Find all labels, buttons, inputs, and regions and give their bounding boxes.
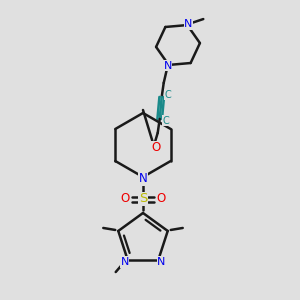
Text: N: N <box>139 172 147 185</box>
Text: C: C <box>162 116 169 126</box>
Text: O: O <box>120 193 130 206</box>
Text: N: N <box>184 19 193 29</box>
Text: O: O <box>156 193 166 206</box>
Text: N: N <box>164 61 172 71</box>
Text: S: S <box>139 193 147 206</box>
Text: N: N <box>157 257 166 267</box>
Text: N: N <box>121 257 129 267</box>
Text: O: O <box>151 141 160 154</box>
Text: C: C <box>164 90 171 100</box>
